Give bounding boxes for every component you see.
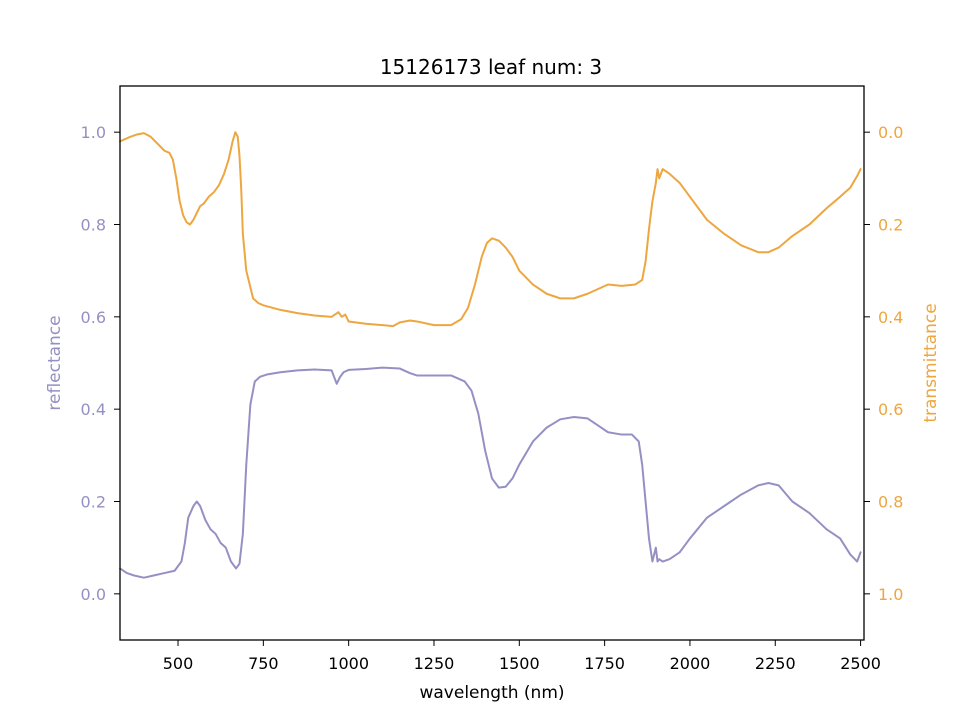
chart-title: 15126173 leaf num: 3 <box>380 55 602 79</box>
left-tick-label-2: 0.4 <box>81 400 106 419</box>
x-tick-label-500: 500 <box>163 654 194 673</box>
x-tick-label-2000: 2000 <box>670 654 711 673</box>
right-tick-label-3: 0.6 <box>878 400 903 419</box>
plot-lines <box>119 131 862 579</box>
right-tick-label-0: 0.0 <box>878 123 903 142</box>
right-tick-label-2: 0.4 <box>878 308 903 327</box>
x-tick-label-1250: 1250 <box>414 654 455 673</box>
series-line-reflectance <box>119 366 862 579</box>
x-tick-label-2250: 2250 <box>755 654 796 673</box>
right-axis-label: transmittance <box>921 303 941 422</box>
x-tick-label-750: 750 <box>248 654 279 673</box>
right-axis: 0.0 0.2 0.4 0.6 0.8 1.0 <box>864 123 903 604</box>
left-tick-label-1: 0.2 <box>81 493 106 512</box>
series-line-transmittance <box>119 131 862 328</box>
x-tick-label-1750: 1750 <box>584 654 625 673</box>
x-tick-label-1000: 1000 <box>328 654 369 673</box>
x-axis: 500 750 1000 1250 1500 1750 2000 2250 2500 <box>163 640 881 673</box>
plot-frame <box>119 85 865 641</box>
x-axis-label: wavelength (nm) <box>419 683 564 703</box>
right-tick-label-4: 0.8 <box>878 493 903 512</box>
left-tick-label-0: 0.0 <box>81 585 106 604</box>
left-tick-label-3: 0.6 <box>81 308 106 327</box>
x-tick-label-2500: 2500 <box>840 654 881 673</box>
left-tick-label-4: 0.8 <box>81 216 106 235</box>
left-axis-label: reflectance <box>45 315 65 410</box>
left-axis: 0.0 0.2 0.4 0.6 0.8 1.0 <box>81 123 120 604</box>
right-tick-label-5: 1.0 <box>878 585 903 604</box>
right-tick-label-1: 0.2 <box>878 216 903 235</box>
left-tick-label-5: 1.0 <box>81 123 106 142</box>
x-tick-label-1500: 1500 <box>499 654 540 673</box>
